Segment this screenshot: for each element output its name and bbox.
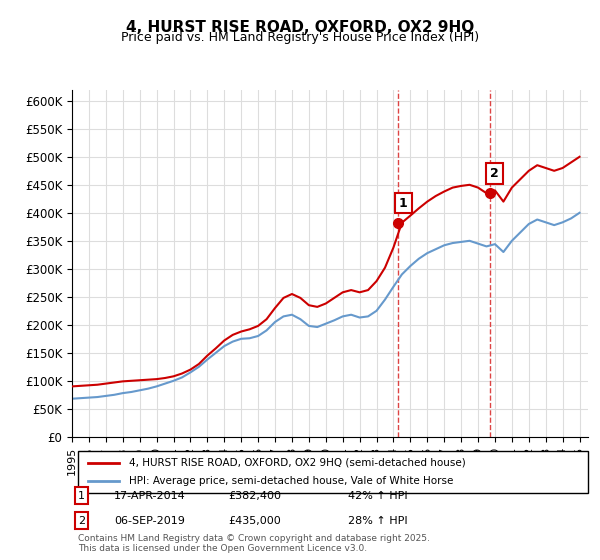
Text: 42% ↑ HPI: 42% ↑ HPI	[348, 491, 407, 501]
Text: 4, HURST RISE ROAD, OXFORD, OX2 9HQ (semi-detached house): 4, HURST RISE ROAD, OXFORD, OX2 9HQ (sem…	[129, 458, 466, 468]
Text: Price paid vs. HM Land Registry's House Price Index (HPI): Price paid vs. HM Land Registry's House …	[121, 31, 479, 44]
Text: 2: 2	[490, 167, 499, 180]
Text: 2: 2	[78, 516, 85, 526]
Text: 06-SEP-2019: 06-SEP-2019	[114, 516, 185, 526]
FancyBboxPatch shape	[78, 451, 588, 493]
Text: Contains HM Land Registry data © Crown copyright and database right 2025.
This d: Contains HM Land Registry data © Crown c…	[78, 534, 430, 553]
Text: 28% ↑ HPI: 28% ↑ HPI	[348, 516, 407, 526]
Text: 1: 1	[399, 197, 408, 209]
Text: 17-APR-2014: 17-APR-2014	[114, 491, 186, 501]
Text: 4, HURST RISE ROAD, OXFORD, OX2 9HQ: 4, HURST RISE ROAD, OXFORD, OX2 9HQ	[126, 20, 474, 35]
Text: HPI: Average price, semi-detached house, Vale of White Horse: HPI: Average price, semi-detached house,…	[129, 476, 454, 486]
Text: £435,000: £435,000	[228, 516, 281, 526]
Text: £382,400: £382,400	[228, 491, 281, 501]
Text: 1: 1	[78, 491, 85, 501]
